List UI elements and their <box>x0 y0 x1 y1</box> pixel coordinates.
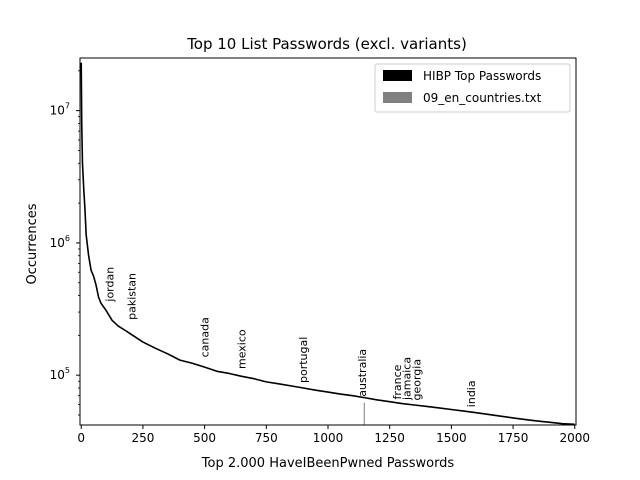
legend-label: 09_en_countries.txt <box>423 91 542 105</box>
y-tick-label: 107 <box>50 102 70 118</box>
annotation-label: france <box>391 364 404 399</box>
legend-label: HIBP Top Passwords <box>423 69 541 83</box>
y-tick-label: 105 <box>50 366 70 382</box>
y-axis: 105 106 107 <box>50 70 80 416</box>
x-tick-label: 500 <box>193 431 216 445</box>
legend-swatch <box>383 70 412 81</box>
x-tick-label: 1500 <box>436 431 467 445</box>
annotation-label: pakistan <box>126 273 139 320</box>
x-axis: 0 250 500 750 1000 1250 1500 1750 2000 <box>77 425 590 445</box>
annotation-label: jamaica <box>401 357 414 401</box>
annotation-label: portugal <box>297 337 310 383</box>
x-axis-label: Top 2.000 HaveIBeenPwned Passwords <box>201 456 455 471</box>
annotation-label: georgia <box>411 359 424 401</box>
legend-swatch <box>383 92 412 103</box>
x-tick-label: 1000 <box>313 431 344 445</box>
x-tick-label: 250 <box>131 431 154 445</box>
y-axis-label: Occurrences <box>25 203 40 284</box>
legend: HIBP Top Passwords 09_en_countries.txt <box>374 63 571 113</box>
annotation-label: india <box>465 380 478 407</box>
annotation-label: canada <box>198 317 211 357</box>
annotation-label: mexico <box>235 329 248 369</box>
chart-title: Top 10 List Passwords (excl. variants) <box>186 35 467 53</box>
y-tick-label: 106 <box>50 234 70 250</box>
x-tick-label: 0 <box>77 431 85 445</box>
x-tick-label: 1750 <box>498 431 529 445</box>
x-tick-label: 750 <box>255 431 278 445</box>
annotation-label: australia <box>356 349 369 397</box>
x-tick-label: 2000 <box>559 431 590 445</box>
legend-box <box>374 63 571 113</box>
plot-frame <box>79 57 577 426</box>
x-tick-label: 1250 <box>374 431 405 445</box>
series-line-hibp-top-passwords <box>80 62 575 426</box>
plot-area: jordan pakistan canada mexico portugal austra… <box>80 62 575 426</box>
annotation-label: jordan <box>103 267 116 303</box>
